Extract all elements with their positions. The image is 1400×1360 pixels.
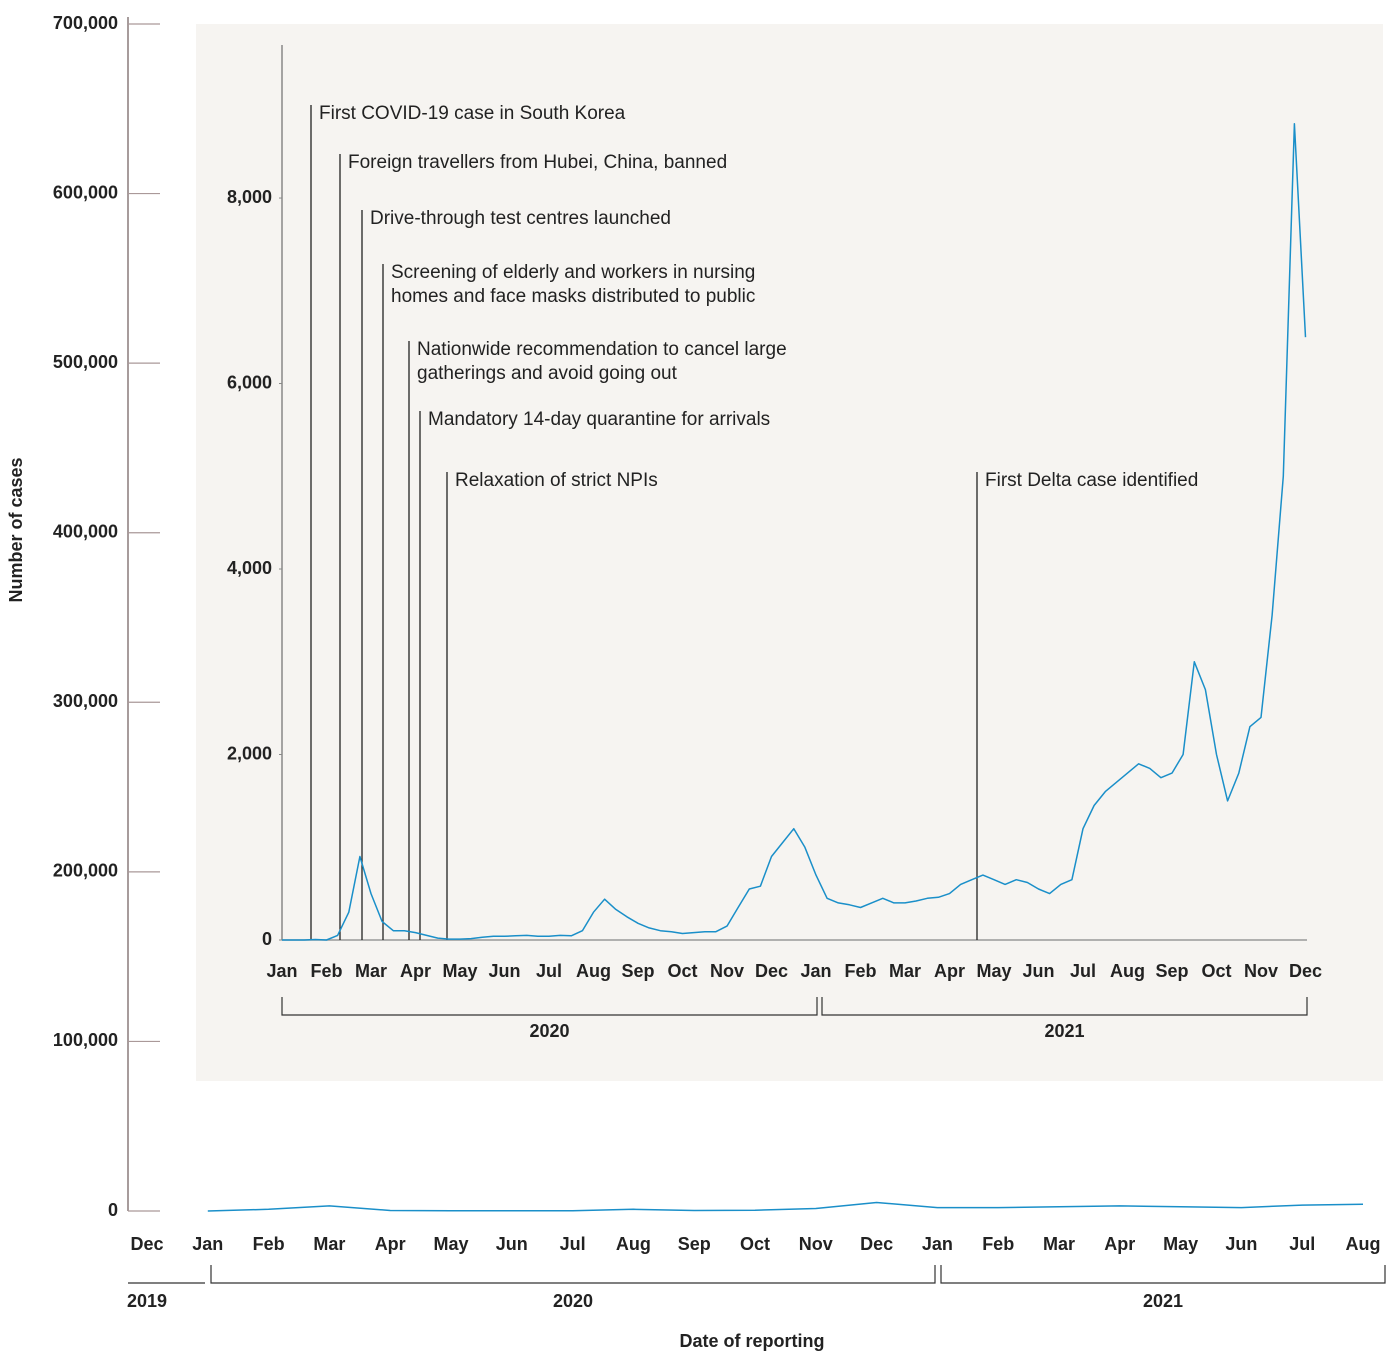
annotation: First COVID-19 case in South Korea	[319, 103, 626, 124]
year-label: 2021	[1044, 1021, 1084, 1041]
x-tick-label: Jan	[922, 1234, 953, 1254]
x-tick-label: Feb	[844, 961, 876, 981]
y-tick-label: 400,000	[53, 521, 118, 541]
y-tick-label: 8,000	[227, 187, 272, 207]
x-tick-label: Jul	[560, 1234, 586, 1254]
x-tick-label: Nov	[799, 1234, 833, 1254]
year-bracket	[821, 997, 1308, 1016]
x-tick-label: Jul	[1070, 961, 1096, 981]
x-tick-label: May	[976, 961, 1011, 981]
year-bracket	[281, 997, 818, 1016]
x-tick-label: Sep	[678, 1234, 711, 1254]
x-tick-label: Sep	[621, 961, 654, 981]
x-tick-label: Dec	[755, 961, 788, 981]
year-label: 2021	[1143, 1291, 1183, 1311]
y-tick-label: 600,000	[53, 182, 118, 202]
annotation: Relaxation of strict NPIs	[455, 470, 658, 491]
annotation: Screening of elderly and workers in nurs…	[391, 262, 755, 283]
x-tick-label: Nov	[1244, 961, 1278, 981]
data-line	[282, 123, 1307, 941]
x-tick-label: Jul	[1289, 1234, 1315, 1254]
x-tick-label: May	[442, 961, 477, 981]
x-tick-label: Apr	[1104, 1234, 1135, 1254]
x-tick-label: Feb	[310, 961, 342, 981]
x-tick-label: Jun	[488, 961, 520, 981]
y-tick-label: 0	[262, 929, 272, 949]
y-tick-label: 700,000	[53, 13, 118, 33]
x-axis-label: Date of reporting	[679, 1331, 824, 1351]
annotation: homes and face masks distributed to publ…	[391, 286, 755, 307]
annotation: Foreign travellers from Hubei, China, ba…	[348, 152, 727, 173]
annotation: Drive-through test centres launched	[370, 208, 671, 229]
x-tick-label: Feb	[253, 1234, 285, 1254]
y-tick-label: 0	[108, 1200, 118, 1220]
x-tick-label: Dec	[130, 1234, 163, 1254]
x-tick-label: Jan	[800, 961, 831, 981]
y-tick-label: 500,000	[53, 352, 118, 372]
x-tick-label: Aug	[1346, 1234, 1381, 1254]
x-tick-label: Jan	[266, 961, 297, 981]
x-tick-label: Dec	[860, 1234, 893, 1254]
x-tick-label: Mar	[889, 961, 921, 981]
x-tick-label: Jul	[536, 961, 562, 981]
x-tick-label: Aug	[576, 961, 611, 981]
annotation: First Delta case identified	[985, 470, 1198, 491]
x-tick-label: Feb	[982, 1234, 1014, 1254]
y-tick-label: 100,000	[53, 1030, 118, 1050]
x-tick-label: Apr	[400, 961, 431, 981]
x-tick-label: Mar	[313, 1234, 345, 1254]
x-tick-label: Apr	[375, 1234, 406, 1254]
year-label: 2020	[553, 1291, 593, 1311]
inset-background	[196, 24, 1383, 1081]
x-tick-label: May	[1163, 1234, 1198, 1254]
y-tick-label: 2,000	[227, 743, 272, 763]
x-tick-label: Jan	[192, 1234, 223, 1254]
x-tick-label: Jun	[496, 1234, 528, 1254]
year-label: 2019	[127, 1291, 167, 1311]
y-tick-label: 6,000	[227, 372, 272, 392]
x-tick-label: Dec	[1289, 961, 1322, 981]
x-tick-label: Nov	[710, 961, 744, 981]
y-tick-label: 4,000	[227, 558, 272, 578]
data-line	[207, 1201, 1364, 1212]
annotation: Nationwide recommendation to cancel larg…	[417, 339, 787, 360]
x-tick-label: May	[433, 1234, 468, 1254]
year-label: 2020	[529, 1021, 569, 1041]
x-tick-label: Oct	[740, 1234, 770, 1254]
x-tick-label: Sep	[1155, 961, 1188, 981]
x-tick-label: Aug	[616, 1234, 651, 1254]
year-bracket	[940, 1265, 1386, 1284]
x-tick-label: Jun	[1022, 961, 1054, 981]
x-tick-label: Mar	[1043, 1234, 1075, 1254]
x-tick-label: Jun	[1225, 1234, 1257, 1254]
y-tick-label: 300,000	[53, 691, 118, 711]
y-axis-label: Number of cases	[6, 457, 26, 602]
y-tick-label: 200,000	[53, 861, 118, 881]
x-tick-label: Oct	[667, 961, 697, 981]
annotation: gatherings and avoid going out	[417, 363, 678, 384]
x-tick-label: Apr	[934, 961, 965, 981]
x-tick-label: Mar	[355, 961, 387, 981]
x-tick-label: Oct	[1201, 961, 1231, 981]
x-tick-label: Aug	[1110, 961, 1145, 981]
year-bracket	[210, 1265, 936, 1284]
annotation: Mandatory 14-day quarantine for arrivals	[428, 409, 770, 430]
